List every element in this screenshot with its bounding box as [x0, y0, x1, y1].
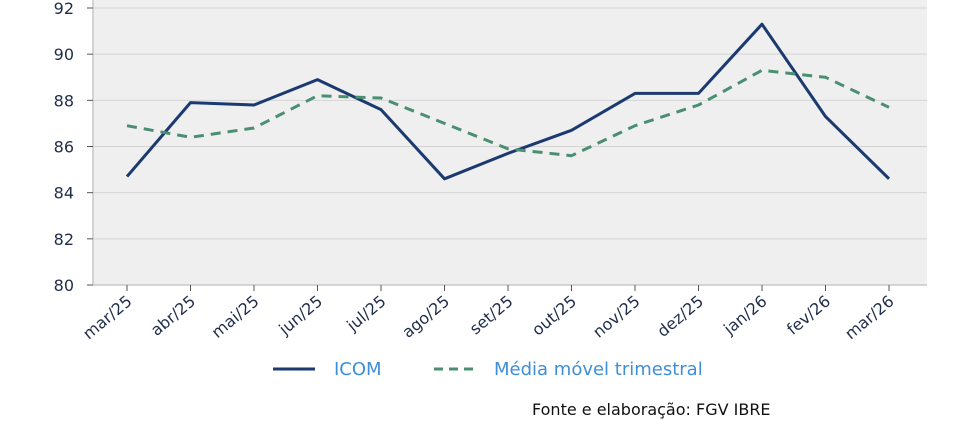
x-axis-ticks: mar/25 abr/25 mai/25 jun/25 jul/25 ago/25 set/… [79, 285, 898, 344]
x-tick-label: dez/25 [653, 292, 707, 341]
y-tick-label: 92 [54, 0, 74, 18]
series-lines [125, 22, 891, 181]
series-line-0 [125, 22, 891, 181]
x-tick-label: fev/26 [783, 292, 834, 339]
x-tick-label: jul/25 [342, 292, 389, 336]
plot-area [93, 0, 927, 285]
gridlines [93, 7, 927, 240]
x-tick-label: set/25 [466, 292, 517, 339]
x-tick-label: jan/26 [719, 292, 770, 339]
x-tick-label: jun/25 [274, 292, 326, 340]
x-tick-label: mai/25 [208, 292, 263, 342]
legend-label-media-movel: Média móvel trimestral [494, 359, 703, 380]
x-tick-label: mar/26 [841, 292, 897, 344]
x-tick-label: ago/25 [398, 292, 453, 342]
y-tick-label: 90 [54, 45, 74, 64]
y-tick-label: 82 [54, 230, 74, 249]
legend: ICOM Média móvel trimestral [273, 359, 703, 380]
x-tick-label: out/25 [528, 292, 580, 340]
legend-label-icom: ICOM [334, 359, 382, 380]
y-axis-ticks: 80 82 84 86 88 90 92 [54, 0, 93, 295]
x-tick-label: abr/25 [147, 292, 199, 340]
y-tick-label: 84 [54, 184, 74, 203]
y-tick-label: 88 [54, 91, 74, 110]
x-tick-label: mar/25 [79, 292, 135, 344]
source-note: Fonte e elaboração: FGV IBRE [532, 400, 771, 419]
y-tick-label: 80 [54, 276, 74, 295]
x-tick-label: nov/25 [589, 292, 643, 342]
y-tick-label: 86 [54, 138, 74, 157]
